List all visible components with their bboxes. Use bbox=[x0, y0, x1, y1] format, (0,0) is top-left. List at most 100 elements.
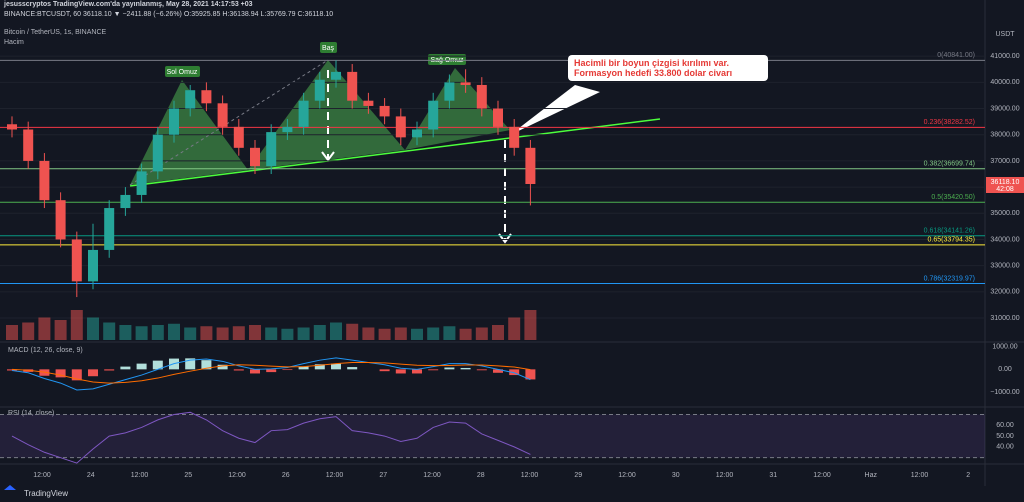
macd-histogram bbox=[120, 366, 131, 370]
volume-bar bbox=[330, 322, 342, 340]
candle-body bbox=[104, 208, 115, 250]
y-tick-label: 40000.00 bbox=[990, 79, 1019, 86]
volume-bar bbox=[281, 328, 294, 340]
macd-histogram bbox=[88, 369, 98, 377]
candle-body bbox=[379, 105, 390, 117]
y-tick-label: 31000.00 bbox=[990, 315, 1019, 322]
x-tick-label: 12:00 bbox=[33, 472, 51, 479]
volume-bar bbox=[168, 323, 180, 340]
volume-bar bbox=[232, 326, 245, 340]
label-box bbox=[165, 66, 200, 77]
volume-bar bbox=[87, 317, 99, 340]
candle-body bbox=[71, 239, 82, 282]
volume-bar bbox=[427, 327, 440, 340]
macd-histogram bbox=[412, 369, 422, 374]
volume-bar bbox=[22, 322, 35, 340]
rsi-line bbox=[11, 411, 531, 464]
x-tick-label: 12:00 bbox=[326, 472, 344, 479]
macd-line bbox=[11, 357, 531, 391]
volume-bar bbox=[265, 327, 278, 340]
candle-body bbox=[152, 134, 163, 172]
candle-body bbox=[298, 100, 309, 127]
macd-histogram bbox=[233, 369, 244, 371]
volume-bar bbox=[119, 325, 132, 340]
candle-body bbox=[39, 160, 50, 201]
annotation: Baş bbox=[322, 45, 335, 52]
volume-bar bbox=[313, 325, 326, 340]
x-tick-label: 24 bbox=[87, 472, 95, 479]
volume-bar bbox=[297, 327, 310, 340]
macd-histogram bbox=[71, 369, 82, 381]
volume-bar bbox=[216, 327, 229, 340]
y-tick-label: 0.00 bbox=[998, 366, 1012, 373]
fib-label: 0.786(32319.97) bbox=[924, 275, 975, 282]
macd-histogram bbox=[493, 369, 503, 373]
y-tick-label: 1000.00 bbox=[992, 343, 1017, 350]
volume-bar bbox=[135, 326, 148, 340]
candle-body bbox=[476, 84, 487, 109]
macd-histogram bbox=[379, 369, 390, 372]
price-tag-label: 36118.10 bbox=[991, 179, 1020, 186]
candle-body bbox=[217, 103, 228, 127]
x-tick-label: 27 bbox=[379, 472, 387, 479]
volume-bar bbox=[184, 327, 197, 340]
fib-label: 0(40841.00) bbox=[937, 52, 975, 59]
y-tick-label: 37000.00 bbox=[990, 158, 1019, 165]
fib-label: 0.618(34141.26) bbox=[924, 228, 975, 235]
volume-bar bbox=[443, 326, 456, 340]
volume-bar bbox=[394, 327, 407, 340]
neckline bbox=[129, 118, 661, 187]
fib-label: 0.382(36699.74) bbox=[924, 161, 975, 168]
x-tick-label: 30 bbox=[672, 472, 680, 479]
ohlc-info: BINANCE:BTCUSDT, 60 36118.10 ▼ −2411.88 … bbox=[4, 11, 334, 18]
volume-bar bbox=[38, 317, 51, 340]
volume-bar bbox=[475, 327, 488, 340]
y-tick-label: 38000.00 bbox=[990, 132, 1019, 139]
candle-body bbox=[7, 124, 17, 130]
candle-body bbox=[347, 71, 358, 101]
fib-label: 0.5(35420.50) bbox=[931, 194, 975, 201]
volume-title: Hacim bbox=[4, 39, 24, 46]
candle-body bbox=[23, 129, 34, 161]
macd-histogram bbox=[460, 367, 471, 370]
y-tick-label: 33000.00 bbox=[990, 262, 1019, 269]
y-tick-label: 34000.00 bbox=[990, 236, 1019, 243]
annotation: Sol Omuz bbox=[167, 69, 198, 76]
volume-bar bbox=[524, 310, 537, 340]
candle-body bbox=[185, 90, 196, 109]
y-tick-label: −1000.00 bbox=[990, 389, 1019, 396]
macd-histogram bbox=[347, 367, 358, 370]
volume-bar bbox=[362, 327, 375, 340]
macd-histogram bbox=[444, 367, 455, 370]
candle-body bbox=[428, 100, 439, 130]
fib-label: 0.236(38282.52) bbox=[924, 119, 975, 126]
callout: Hacimli bir boyun çizgisi kırılımı var. … bbox=[568, 55, 768, 81]
logo-icon bbox=[4, 485, 16, 490]
macd-histogram bbox=[331, 363, 341, 370]
y-tick-label: 35000.00 bbox=[990, 210, 1019, 217]
candle-body bbox=[233, 126, 244, 148]
candle-body bbox=[282, 126, 293, 133]
x-tick-label: 12:00 bbox=[228, 472, 246, 479]
candle-body bbox=[314, 79, 325, 101]
macd-histogram bbox=[428, 369, 439, 371]
arrow-head bbox=[321, 151, 335, 162]
candle-body bbox=[493, 108, 503, 127]
macd-histogram bbox=[152, 360, 163, 370]
macd-histogram bbox=[509, 369, 520, 376]
x-tick-label: 2 bbox=[966, 472, 970, 479]
pattern-drawings bbox=[129, 42, 661, 244]
x-tick-label: 12:00 bbox=[618, 472, 636, 479]
volume-bar bbox=[249, 325, 261, 340]
macd-histogram bbox=[201, 360, 212, 370]
x-tick-label: 12:00 bbox=[911, 472, 929, 479]
y-tick-label: 50.00 bbox=[996, 433, 1014, 440]
macd-histogram bbox=[476, 369, 487, 371]
x-tick-label: 28 bbox=[477, 472, 485, 479]
volume-bar bbox=[378, 328, 391, 340]
x-tick-label: 26 bbox=[282, 472, 290, 479]
macd-histogram bbox=[395, 369, 406, 374]
publish-info: jesusscryptos TradingView.com'da yayınla… bbox=[4, 1, 253, 8]
